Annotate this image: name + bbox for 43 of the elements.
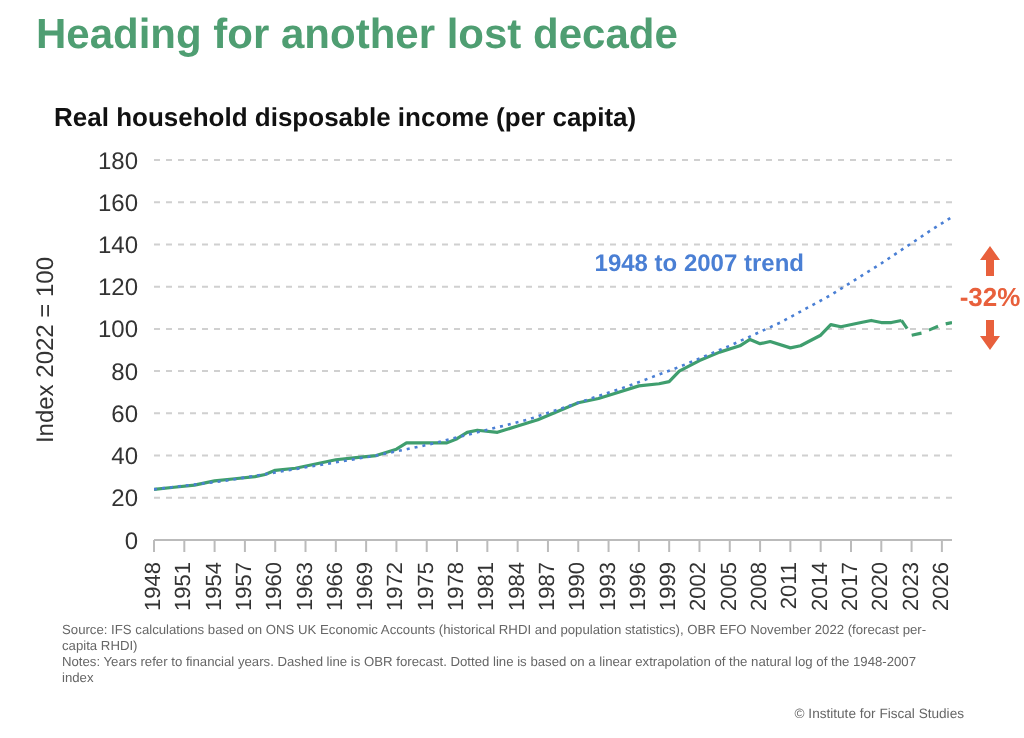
y-tick-label: 140	[97, 230, 139, 259]
y-tick-label: 60	[111, 399, 139, 428]
x-tick-label: 2017	[838, 562, 863, 611]
y-tick-label: 0	[124, 526, 139, 555]
x-tick-label: 1948	[142, 562, 166, 611]
line-series	[154, 215, 952, 491]
y-tick-label: 160	[97, 188, 139, 217]
x-tick-label: 2014	[808, 562, 833, 611]
x-tick-label: 1990	[566, 562, 591, 611]
x-tick-label: 2011	[778, 562, 803, 610]
x-tick-label: 1993	[596, 562, 621, 611]
y-tick-label: 80	[111, 357, 139, 386]
x-tick-label: 1954	[202, 562, 227, 611]
y-tick-label: 20	[111, 484, 139, 513]
x-tick-label: 1996	[626, 562, 651, 611]
y-tick-label: 40	[111, 442, 139, 471]
x-tick-label: 1972	[384, 562, 409, 611]
x-tick-label: 2002	[687, 562, 712, 611]
x-tick-label: 1987	[535, 562, 560, 611]
y-tick-label: 120	[97, 273, 139, 302]
x-tick-label: 1975	[414, 562, 439, 611]
series-label: 1948 to 2007 trend	[594, 248, 804, 277]
y-tick-label: 100	[97, 315, 139, 344]
x-tick-label: 1963	[293, 562, 318, 611]
y-tick-label: 180	[97, 146, 139, 175]
x-tick-label: 2020	[869, 562, 894, 611]
x-tick-label: 1960	[263, 562, 288, 611]
x-tick-label: 2005	[717, 562, 742, 611]
x-tick-label: 1951	[172, 562, 197, 611]
x-tick-label: 1981	[475, 562, 500, 611]
x-tick-label: 2023	[899, 562, 924, 611]
x-tick-label: 1957	[232, 562, 257, 611]
x-tick-label: 1984	[505, 562, 530, 611]
x-tick-label: 2026	[929, 562, 954, 611]
x-tick-label: 1978	[445, 562, 470, 611]
y-axis-title: Index 2022 = 100	[30, 256, 59, 444]
text: -32%	[959, 282, 1022, 312]
x-tick-label: 1966	[323, 562, 348, 611]
x-tick-label: 2008	[748, 562, 773, 611]
chart-subtitle: Real household disposable income (per capita)	[54, 102, 637, 132]
chart-title: Heading for another lost decade	[36, 12, 678, 60]
x-tick-label: 1969	[354, 562, 379, 611]
x-tick-label: 1999	[657, 562, 682, 611]
